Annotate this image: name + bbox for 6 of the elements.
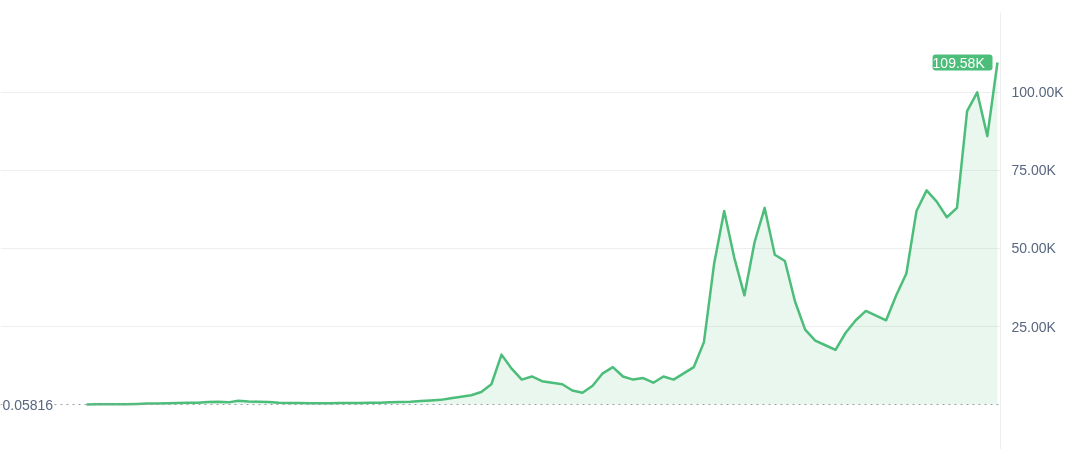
y-tick-label: 50.00K [1011,240,1057,257]
y-tick-label: 100.00K [1011,84,1065,101]
y-tick-label: 25.00K [1011,318,1057,335]
ref-line-label: 0.05816 [2,396,54,413]
y-tick-label: 75.00K [1011,162,1057,179]
annotation: 109.58K [932,54,986,71]
